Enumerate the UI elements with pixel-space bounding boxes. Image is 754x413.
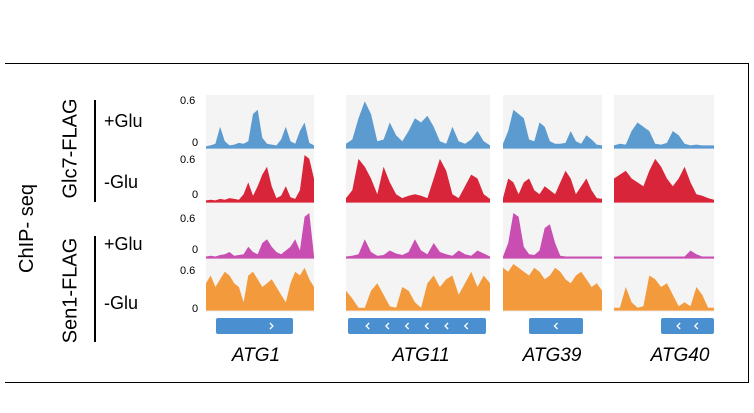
strand-arrow-icon xyxy=(365,322,370,330)
strand-arrow-icon xyxy=(553,322,558,330)
group-bracket-sen1 xyxy=(94,236,96,342)
strand-arrow-icon xyxy=(404,322,410,330)
signal-track-glc7-flag-minus-glu-atg11 xyxy=(346,158,490,202)
strand-arrow-icon xyxy=(424,322,429,330)
condition-label-sen1-plus: +Glu xyxy=(104,234,143,254)
condition-label-sen1-minus: -Glu xyxy=(104,293,139,313)
signal-track-sen1-flag-plus-glu-atg1 xyxy=(206,213,314,258)
condition-label-glc7-plus: +Glu xyxy=(104,111,143,131)
signal-track-sen1-flag-minus-glu-atg39 xyxy=(503,264,602,310)
assay-label: ChIP- seq xyxy=(15,183,38,273)
gene-label-atg39: ATG39 xyxy=(522,345,582,366)
y-tick-min: 0 xyxy=(192,303,199,315)
signal-track-sen1-flag-minus-glu-atg11 xyxy=(346,271,490,310)
condition-label-glc7-minus: -Glu xyxy=(104,172,139,192)
signal-track-glc7-flag-minus-glu-atg39 xyxy=(503,170,602,202)
signal-track-glc7-flag-plus-glu-atg1 xyxy=(206,109,314,148)
signal-track-sen1-flag-minus-glu-atg1 xyxy=(206,267,314,310)
signal-track-sen1-flag-minus-glu-atg40 xyxy=(614,275,714,310)
signal-track-glc7-flag-plus-glu-atg11 xyxy=(346,101,490,148)
strand-arrow-icon xyxy=(385,322,390,330)
signal-track-glc7-flag-plus-glu-atg39 xyxy=(503,109,602,148)
signal-track-glc7-flag-minus-glu-atg1 xyxy=(206,155,314,202)
group-label-sen1: Sen1-FLAG xyxy=(59,237,82,343)
strand-arrow-icon xyxy=(676,322,681,330)
group-label-glc7: Glc7-FLAG xyxy=(59,97,82,199)
signal-track-glc7-flag-plus-glu-atg40 xyxy=(614,122,714,148)
gene-model-atg1 xyxy=(216,318,293,334)
strand-arrow-icon xyxy=(463,322,469,330)
strand-arrow-icon xyxy=(444,322,449,330)
y-tick-min: 0 xyxy=(192,137,199,149)
signal-track-glc7-flag-minus-glu-atg40 xyxy=(614,158,714,202)
y-tick-max: 0.6 xyxy=(180,95,196,107)
y-tick-max: 0.6 xyxy=(180,154,196,166)
gene-model-atg11 xyxy=(348,318,486,334)
group-bracket-glc7 xyxy=(94,100,96,202)
y-tick-min: 0 xyxy=(192,189,199,201)
strand-arrow-icon xyxy=(693,322,699,330)
signal-track-sen1-flag-plus-glu-atg40 xyxy=(614,250,714,258)
gene-label-atg40: ATG40 xyxy=(650,345,710,366)
gene-model-atg40 xyxy=(661,318,714,334)
signal-track-sen1-flag-plus-glu-atg39 xyxy=(503,213,602,258)
track-panel-atg40 xyxy=(614,95,714,312)
gene-label-atg1: ATG1 xyxy=(231,345,281,366)
gene-label-atg11: ATG11 xyxy=(392,345,450,366)
figure-frame xyxy=(5,63,749,383)
y-tick-max: 0.6 xyxy=(180,265,196,277)
y-tick-max: 0.6 xyxy=(180,213,196,225)
strand-arrow-icon xyxy=(269,322,274,330)
signal-track-sen1-flag-plus-glu-atg11 xyxy=(346,239,490,258)
gene-model-atg39 xyxy=(529,318,583,334)
y-tick-min: 0 xyxy=(192,244,199,256)
